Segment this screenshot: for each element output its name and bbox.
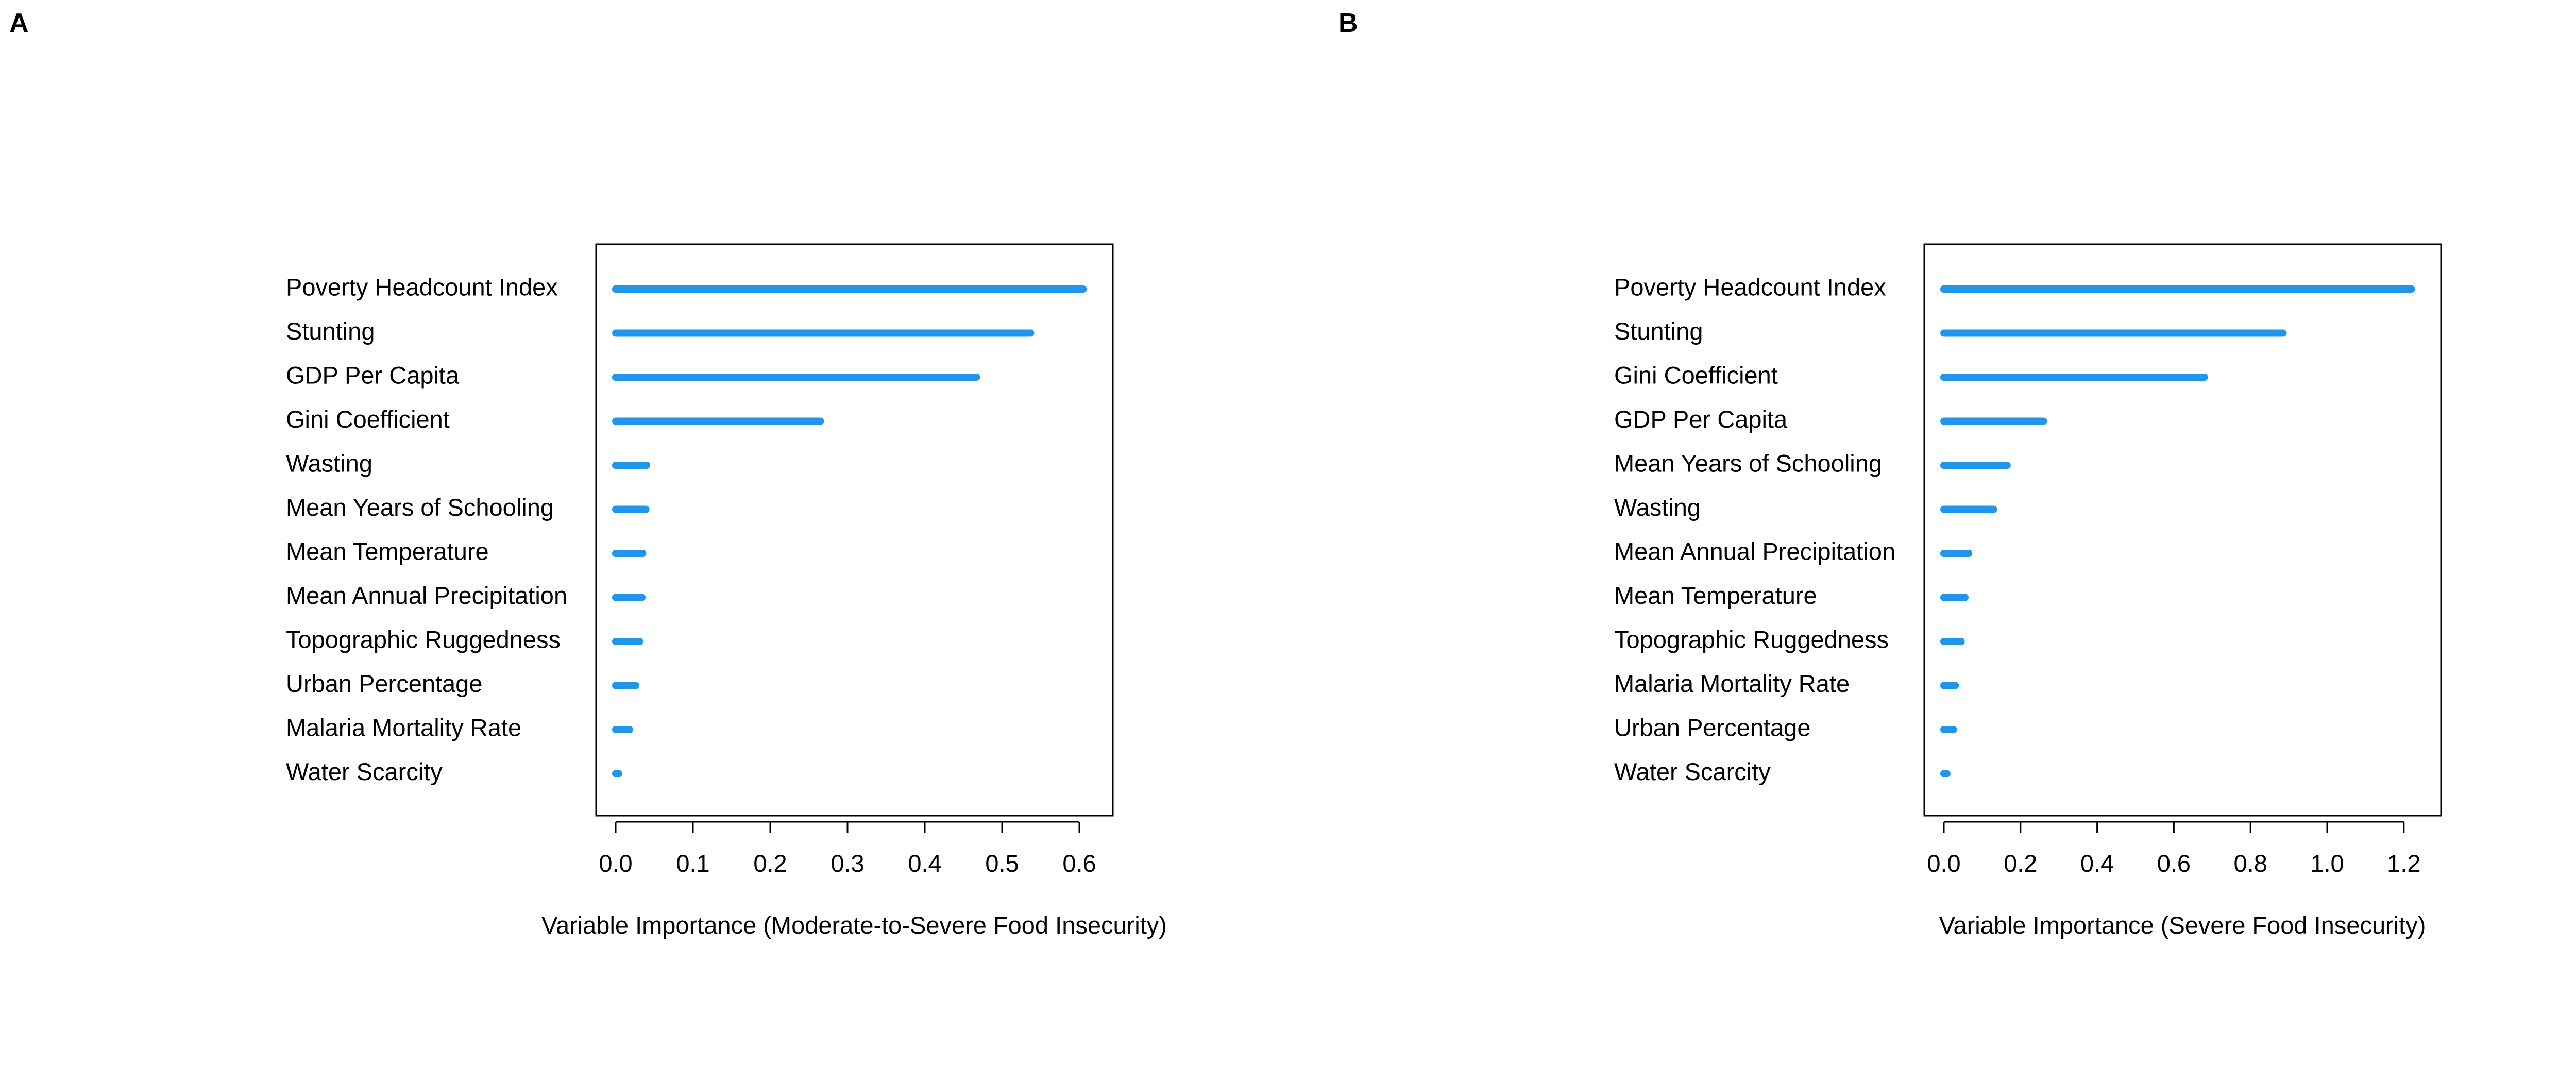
x-tick-label: 0.0 [599,850,632,877]
x-tick-label: 0.6 [2157,850,2191,877]
category-label: Mean Annual Precipitation [1614,537,1895,565]
category-label: Water Scarcity [1614,758,1771,785]
category-label: Stunting [286,317,375,345]
panel-a: A Poverty Headcount Index Stunting GDP Per … [9,8,1167,939]
x-tick-label: 1.0 [2310,850,2344,877]
x-tick-label: 0.1 [676,850,709,877]
x-tick-label: 0.3 [831,850,864,877]
x-tick-label: 0.4 [908,850,941,877]
x-tick-label: 1.2 [2387,850,2420,877]
category-label: Poverty Headcount Index [286,273,558,300]
category-label: Topographic Ruggedness [1614,625,1889,653]
panel-label-b: B [1338,8,1358,38]
category-label: Wasting [286,449,372,477]
category-label: Urban Percentage [1614,714,1810,741]
plot-frame-a [595,243,1114,817]
category-label: Gini Coefficient [1614,361,1778,388]
panel-b: B Poverty Headcount Index Stunting Gini Coe… [1338,8,2442,939]
category-label: Mean Annual Precipitation [286,582,567,609]
x-axis-title-b: Variable Importance (Severe Food Insecur… [1939,911,2426,939]
plot-frame-b [1923,243,2442,817]
x-tick-label: 0.8 [2234,850,2267,877]
x-tick-label: 0.5 [985,850,1019,877]
category-label: Malaria Mortality Rate [1614,670,1850,697]
x-axis-title-a: Variable Importance (Moderate-to-Severe … [541,911,1167,939]
category-label: Mean Temperature [286,537,489,565]
category-label: Stunting [1614,317,1703,345]
panel-label-a: A [9,8,29,38]
x-tick-label: 0.2 [753,850,787,877]
category-label: Mean Years of Schooling [1614,449,1882,477]
x-tick-label: 0.2 [2004,850,2037,877]
x-tick-label: 0.4 [2080,850,2114,877]
category-label: Gini Coefficient [286,405,450,433]
category-label: GDP Per Capita [286,361,460,388]
category-label: Topographic Ruggedness [286,625,561,653]
category-label: Water Scarcity [286,758,443,785]
x-tick-label: 0.6 [1062,850,1096,877]
category-label: Malaria Mortality Rate [286,714,521,741]
category-label: GDP Per Capita [1614,405,1788,433]
category-label: Wasting [1614,494,1701,521]
category-label: Urban Percentage [286,670,482,697]
category-label: Mean Temperature [1614,582,1817,609]
category-label: Mean Years of Schooling [286,494,554,521]
category-label: Poverty Headcount Index [1614,273,1886,300]
x-tick-label: 0.0 [1927,850,1960,877]
